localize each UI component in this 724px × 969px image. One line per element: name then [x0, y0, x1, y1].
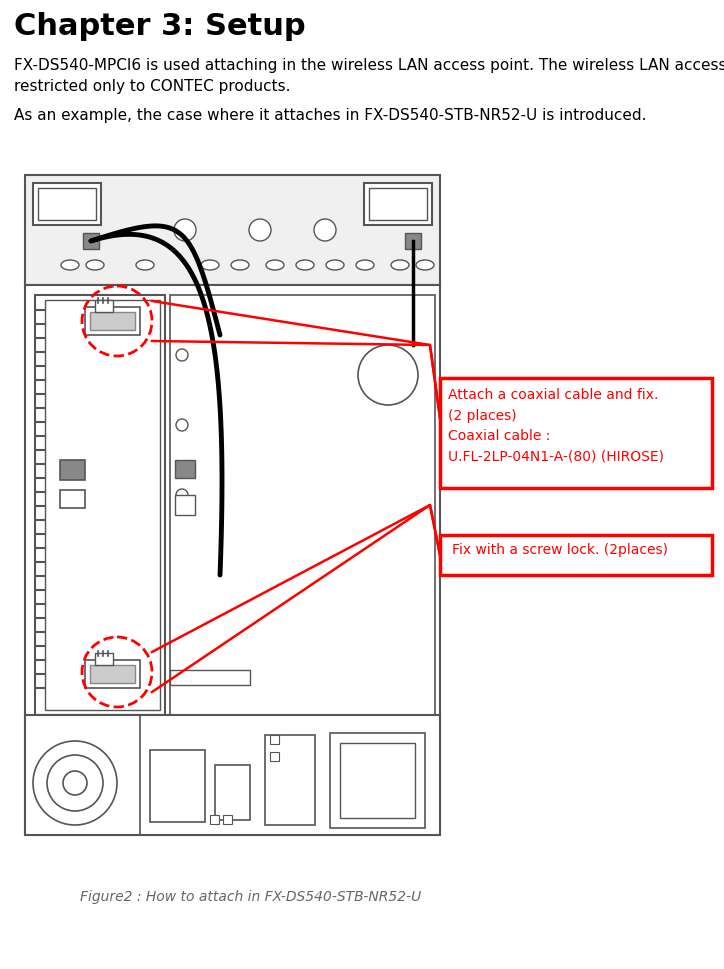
Bar: [170, 670, 250, 685]
Bar: [440, 378, 712, 488]
Ellipse shape: [61, 260, 79, 270]
Circle shape: [176, 419, 188, 431]
Ellipse shape: [231, 260, 249, 270]
Ellipse shape: [416, 260, 434, 270]
Bar: [364, 183, 432, 225]
Ellipse shape: [296, 260, 314, 270]
Circle shape: [33, 741, 117, 825]
Bar: [85, 307, 140, 335]
Bar: [223, 815, 232, 824]
Bar: [330, 733, 425, 828]
Text: FX-DS540-MPCI6 is used attaching in the wireless LAN access point. The wireless : FX-DS540-MPCI6 is used attaching in the …: [14, 58, 724, 94]
Bar: [25, 285, 440, 835]
Circle shape: [63, 771, 87, 795]
Ellipse shape: [391, 260, 409, 270]
Bar: [33, 183, 101, 225]
Bar: [440, 535, 712, 575]
Ellipse shape: [86, 260, 104, 270]
Bar: [60, 460, 85, 480]
Circle shape: [176, 489, 188, 501]
Text: Fix with a screw lock. (2places): Fix with a screw lock. (2places): [452, 543, 668, 557]
Ellipse shape: [201, 260, 219, 270]
Bar: [270, 735, 279, 744]
Bar: [270, 752, 279, 761]
Bar: [210, 815, 219, 824]
Circle shape: [358, 345, 418, 405]
Bar: [83, 233, 99, 249]
Bar: [265, 735, 315, 825]
Bar: [25, 175, 440, 285]
Ellipse shape: [136, 260, 154, 270]
Bar: [85, 660, 140, 688]
Text: Chapter 3: Setup: Chapter 3: Setup: [14, 12, 306, 41]
Bar: [25, 715, 440, 835]
Ellipse shape: [326, 260, 344, 270]
Bar: [215, 765, 250, 820]
Bar: [90, 312, 135, 330]
Bar: [35, 295, 165, 715]
Circle shape: [47, 755, 103, 811]
Bar: [150, 750, 205, 822]
Bar: [45, 300, 160, 710]
Bar: [170, 295, 435, 715]
Bar: [405, 233, 421, 249]
Ellipse shape: [356, 260, 374, 270]
Text: Figure2 : How to attach in FX-DS540-STB-NR52-U: Figure2 : How to attach in FX-DS540-STB-…: [80, 890, 421, 904]
Bar: [175, 495, 195, 515]
Circle shape: [314, 219, 336, 241]
Text: Attach a coaxial cable and fix.
(2 places)
Coaxial cable :
U.FL-2LP-04N1-A-(80) : Attach a coaxial cable and fix. (2 place…: [448, 388, 664, 464]
Bar: [175, 460, 195, 478]
Circle shape: [174, 219, 196, 241]
Bar: [90, 665, 135, 683]
Bar: [369, 188, 427, 220]
Ellipse shape: [266, 260, 284, 270]
Bar: [340, 743, 415, 818]
Bar: [60, 490, 85, 508]
Text: As an example, the case where it attaches in FX-DS540-STB-NR52-U is introduced.: As an example, the case where it attache…: [14, 108, 647, 123]
Bar: [38, 188, 96, 220]
Bar: [95, 300, 113, 312]
Circle shape: [249, 219, 271, 241]
Bar: [95, 653, 113, 665]
Circle shape: [176, 349, 188, 361]
